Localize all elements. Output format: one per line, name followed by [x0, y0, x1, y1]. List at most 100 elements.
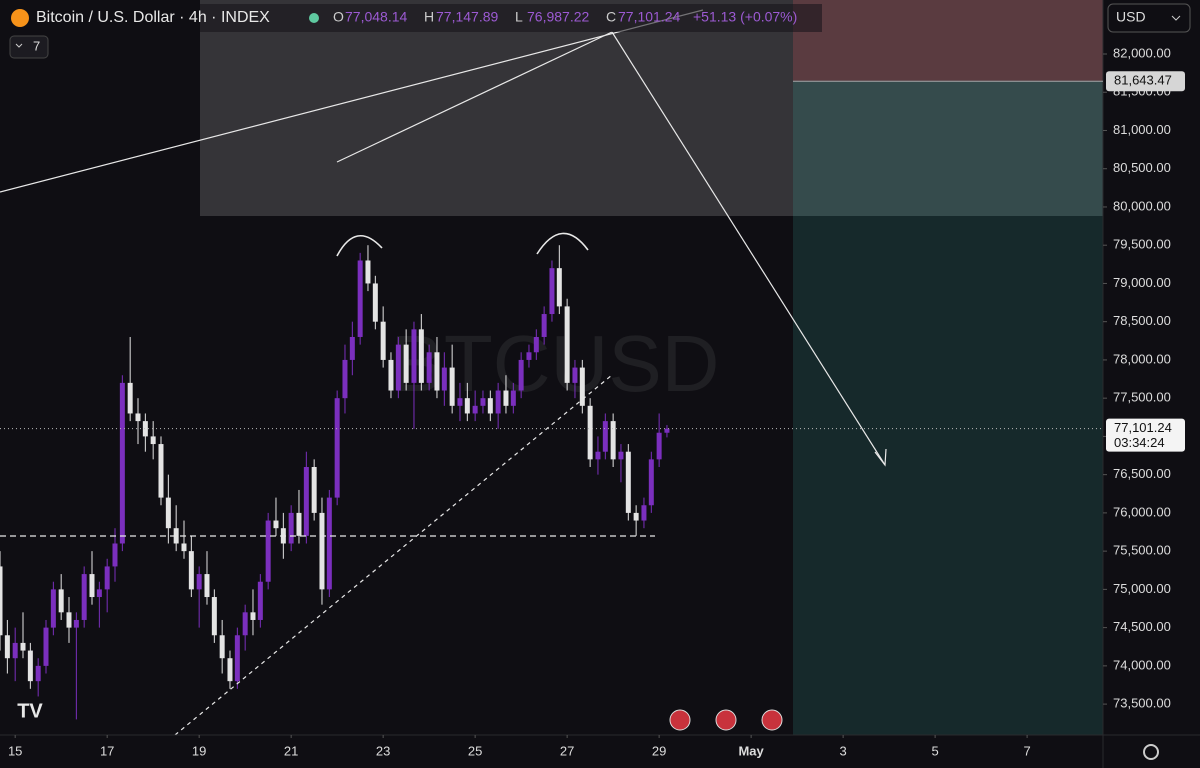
stop-zone	[793, 0, 1103, 82]
y-tick-label: 81,000.00	[1113, 122, 1171, 137]
candle-body	[234, 635, 240, 682]
candle-body	[112, 543, 118, 567]
indicator-count: 7	[33, 38, 40, 53]
arrow-head	[874, 448, 887, 467]
legend-value: 76,987.22	[527, 9, 589, 25]
legend-bg	[200, 4, 822, 32]
event-icon[interactable]	[715, 709, 737, 731]
trend-line	[336, 31, 613, 163]
candle-body	[510, 390, 516, 406]
x-tick-label: 5	[931, 743, 938, 758]
candle-body	[610, 421, 616, 460]
candle-body	[441, 367, 447, 391]
candle-body	[564, 306, 570, 383]
target-zone	[793, 216, 1103, 735]
event-icon[interactable]	[761, 709, 783, 731]
candle-body	[4, 635, 10, 659]
candle-body	[58, 589, 64, 613]
y-tick-label: 79,000.00	[1113, 275, 1171, 290]
logo: TV	[17, 700, 43, 722]
candle-body	[372, 283, 378, 322]
title: Bitcoin / U.S. Dollar · 4h · INDEX	[36, 9, 270, 26]
candle-body	[533, 336, 539, 353]
candle-body	[411, 329, 417, 383]
target-label: 81,643.47	[1114, 73, 1172, 88]
candle-body	[12, 642, 18, 659]
candle-body	[518, 359, 524, 391]
y-tick-label: 77,500.00	[1113, 390, 1171, 405]
candle-body	[418, 329, 424, 383]
currency: USD	[1116, 9, 1146, 25]
x-tick-label: May	[738, 743, 764, 758]
candle-body	[656, 432, 662, 460]
candle-body	[211, 597, 217, 636]
candle-body	[641, 505, 647, 521]
candle-body	[472, 405, 478, 414]
candle-body	[119, 382, 125, 544]
currency-select[interactable]	[1107, 3, 1191, 33]
candle-body	[495, 390, 501, 414]
candle-body	[89, 574, 95, 598]
candle-body	[403, 344, 409, 383]
events	[669, 709, 783, 731]
candle-body	[250, 612, 256, 620]
target-zone-upper	[793, 82, 1103, 216]
candle-body	[273, 520, 279, 529]
event-icon[interactable]	[669, 709, 691, 731]
candle-body	[311, 467, 317, 513]
candle-body	[204, 574, 210, 598]
candle-body	[227, 658, 233, 682]
last-price-box	[1106, 418, 1185, 452]
y-tick-label: 80,500.00	[1113, 160, 1171, 175]
candle-body	[342, 359, 348, 399]
plot	[0, 245, 670, 720]
candle-body	[27, 650, 33, 682]
drawings	[0, 9, 887, 736]
settings[interactable]	[1143, 744, 1159, 760]
candle-body	[349, 336, 355, 360]
legend-value: 77,147.89	[436, 9, 498, 25]
candle-body	[66, 612, 72, 628]
legend-value: 77,048.14	[345, 9, 407, 25]
candle-body	[73, 619, 79, 628]
y-tick-label: 78,500.00	[1113, 313, 1171, 328]
x-tick-label: 23	[376, 743, 390, 758]
y-tick-label: 75,000.00	[1113, 581, 1171, 596]
candle-body	[503, 390, 509, 406]
candle-body	[579, 367, 585, 406]
last-price: 77,101.24	[1114, 420, 1172, 435]
y-tick-label: 74,000.00	[1113, 657, 1171, 672]
top-arc	[536, 232, 589, 255]
candle-body	[127, 382, 133, 414]
support-line	[174, 374, 613, 736]
x-tick-label: 27	[560, 743, 574, 758]
candle-body	[104, 566, 110, 590]
candle-body	[434, 352, 440, 391]
y-tick-label: 79,500.00	[1113, 237, 1171, 252]
candle-body	[135, 413, 141, 422]
candle-body	[449, 367, 455, 406]
candle-body	[296, 512, 302, 536]
candle-body	[541, 314, 547, 337]
candle-body	[395, 344, 401, 391]
y-tick-label: 78,000.00	[1113, 351, 1171, 366]
candle-body	[334, 398, 340, 498]
target-box	[1106, 71, 1185, 92]
candle-body	[142, 421, 148, 437]
indicator-toggle[interactable]	[9, 35, 49, 59]
coin-icon	[11, 9, 29, 27]
candle-body	[595, 451, 601, 460]
y-tick-label: 76,500.00	[1113, 466, 1171, 481]
legend-prefix: H	[424, 9, 434, 25]
candle-body	[357, 260, 363, 337]
candle-body	[265, 520, 271, 582]
legend-prefix: O	[333, 9, 344, 25]
legend: O 77,048.14 H 77,147.89 L 76,987.22 C 77,101.24	[333, 9, 680, 25]
legend-prefix: L	[515, 9, 523, 25]
candle-body	[388, 359, 394, 391]
candle-body	[618, 451, 624, 460]
candle-body	[196, 574, 202, 590]
change: +51.13 (+0.07%)	[693, 9, 797, 25]
candle-body	[50, 589, 56, 628]
